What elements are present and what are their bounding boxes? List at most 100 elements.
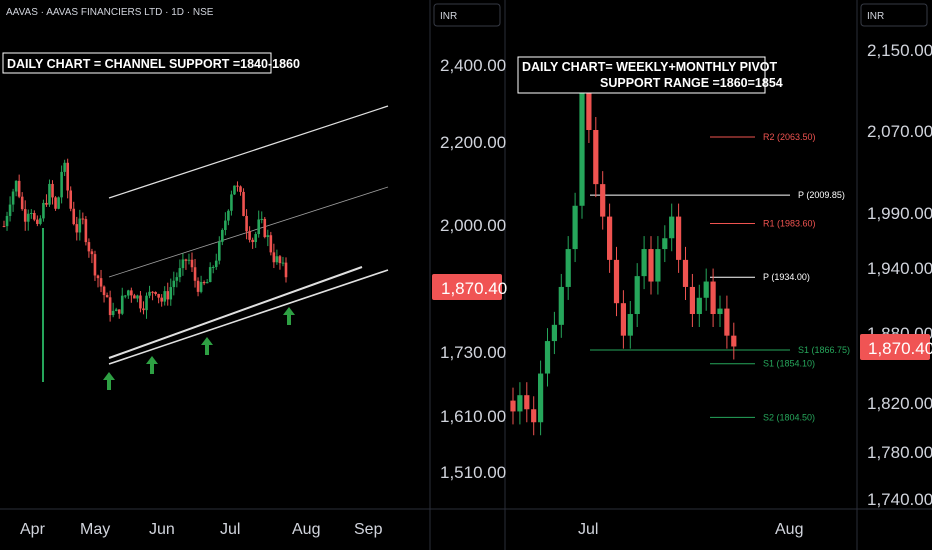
candle-body — [199, 281, 203, 292]
candle-body — [211, 266, 215, 268]
support-arrows — [103, 307, 295, 390]
channel-support-line — [108, 269, 389, 365]
candle-body — [724, 308, 730, 336]
candle-body — [123, 295, 127, 297]
candle-body — [251, 239, 254, 243]
right-y-tick: 1,940.00 — [867, 259, 932, 278]
left-y-tick: 2,400.00 — [440, 56, 506, 75]
left-price-badge-text: 1,870.40 — [441, 279, 507, 298]
candle-body — [217, 241, 221, 261]
candle-body — [130, 290, 133, 296]
candle-body — [221, 229, 224, 242]
candle-body — [689, 286, 695, 315]
pivot-label: P (1934.00) — [763, 272, 810, 282]
channel-upper-line — [108, 105, 389, 199]
right-currency-button[interactable] — [860, 3, 928, 27]
candle-body — [682, 259, 689, 287]
left-x-tick: Sep — [354, 521, 383, 538]
candle-body — [239, 186, 242, 192]
candle-body — [148, 291, 151, 296]
candle-body — [565, 249, 571, 287]
candle-body — [81, 218, 85, 220]
candle-body — [72, 208, 76, 225]
right-y-axis: 2,150.00 2,070.00 1,990.00 1,940.00 1,88… — [867, 41, 932, 509]
candle-body — [23, 209, 27, 222]
candle-body — [230, 194, 233, 211]
candle-body — [145, 295, 148, 311]
candle-body — [551, 324, 557, 342]
candle-body — [117, 309, 121, 314]
candle-body — [579, 75, 585, 206]
right-y-tick: 1,820.00 — [867, 394, 932, 413]
left-x-tick: Jul — [220, 521, 240, 538]
left-annotation-text: DAILY CHART = CHANNEL SUPPORT =1840-1860 — [7, 57, 300, 71]
candle-body — [257, 219, 261, 235]
candle-body — [20, 196, 24, 210]
candle-body — [538, 373, 544, 423]
right-currency-label: INR — [867, 11, 884, 22]
candle-body — [710, 281, 716, 315]
candle-body — [284, 262, 288, 278]
candle-body — [224, 220, 227, 230]
candle-body — [717, 308, 723, 315]
left-y-tick: 1,510.00 — [440, 463, 506, 482]
right-candles — [510, 62, 737, 436]
right-x-axis: Jul Aug — [578, 521, 803, 538]
candle-body — [96, 275, 100, 279]
candle-body — [114, 309, 118, 311]
candle-body — [266, 235, 270, 238]
candle-body — [166, 291, 170, 300]
candle-body — [593, 130, 599, 185]
candle-body — [26, 213, 30, 222]
candle-body — [69, 190, 73, 209]
pivot-label: P (2009.85) — [798, 190, 845, 200]
right-price-badge-text: 1,870.40 — [868, 339, 932, 358]
candle-body — [184, 259, 188, 261]
candle-body — [208, 267, 212, 282]
right-annotation-line2: SUPPORT RANGE =1860=1854 — [600, 76, 783, 90]
candle-body — [8, 204, 12, 216]
candle-body — [248, 231, 251, 240]
candle-body — [572, 205, 578, 250]
right-y-tick: 1,740.00 — [867, 490, 932, 509]
candle-body — [655, 249, 661, 282]
candle-body — [160, 297, 163, 302]
left-y-tick: 2,000.00 — [440, 216, 506, 235]
arrow-up-icon — [103, 372, 115, 390]
candle-body — [14, 180, 18, 192]
candle-body — [163, 291, 167, 302]
candle-body — [54, 197, 57, 209]
candle-body — [731, 335, 737, 347]
candle-body — [139, 295, 142, 309]
candle-body — [66, 162, 69, 191]
left-x-tick: Apr — [20, 521, 46, 538]
candle-body — [263, 218, 267, 238]
arrow-up-icon — [146, 356, 158, 374]
candle-body — [236, 185, 239, 187]
right-annotation-line1: DAILY CHART= WEEKLY+MONTHLY PIVOT — [522, 60, 778, 74]
candle-body — [5, 215, 9, 227]
left-x-axis: Apr May Jun Jul Aug Sep — [20, 521, 383, 538]
left-currency-button[interactable] — [433, 3, 501, 27]
candle-body — [120, 295, 124, 314]
candle-body — [227, 210, 230, 221]
pivot-label: R2 (2063.50) — [763, 132, 816, 142]
candle-body — [93, 254, 97, 276]
pivot-label: S2 (1804.50) — [763, 412, 815, 422]
candle-body — [613, 259, 620, 304]
candle-body — [193, 267, 197, 281]
candle-body — [169, 287, 173, 300]
arrow-up-icon — [201, 337, 213, 355]
right-y-tick: 2,070.00 — [867, 122, 932, 141]
candle-body — [517, 395, 523, 412]
arrow-up-icon — [283, 307, 295, 325]
candle-body — [51, 183, 54, 198]
right-annotation-box — [517, 56, 766, 94]
candle-body — [175, 277, 179, 281]
candle-body — [78, 218, 82, 233]
candle-body — [99, 278, 103, 287]
candle-body — [245, 215, 248, 232]
candle-body — [272, 252, 276, 263]
candle-body — [648, 249, 654, 282]
